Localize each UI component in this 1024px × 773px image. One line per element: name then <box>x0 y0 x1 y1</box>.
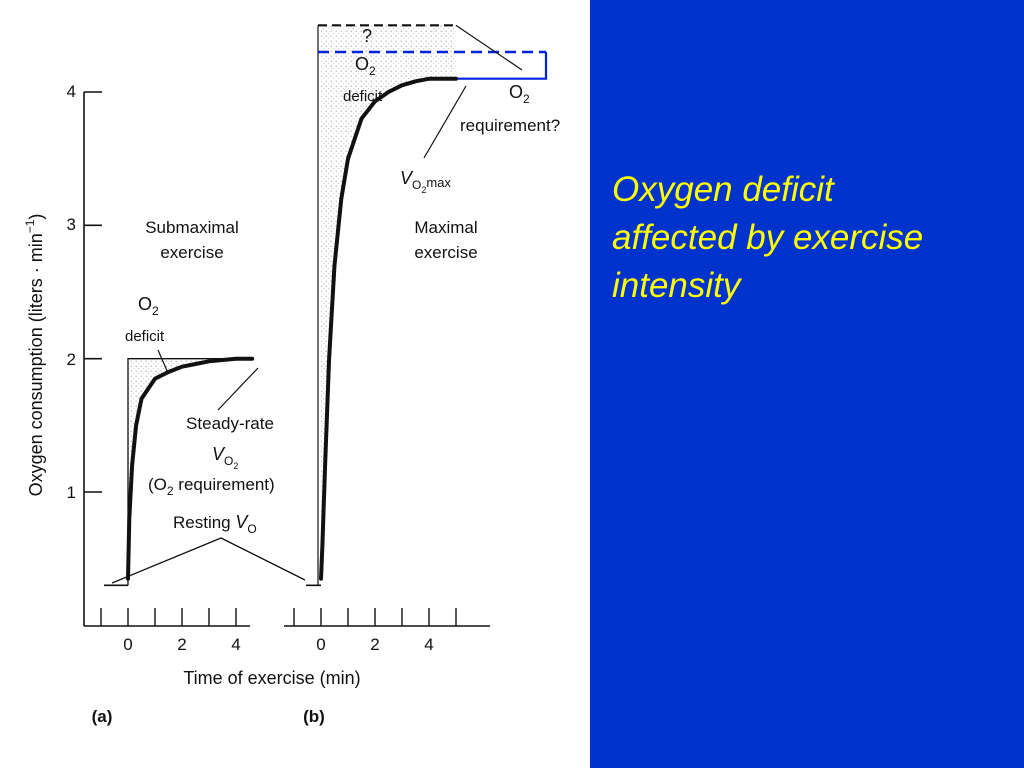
panel-b-vo2max-leader <box>423 85 467 159</box>
panel-a-uptake-curve <box>126 356 255 581</box>
panel-b-vo2max-sub2: 2 <box>421 185 426 195</box>
panel-b-vo2max-suffix: max <box>426 175 451 190</box>
panel-a-deficit-o2: O2 <box>138 294 159 318</box>
panel-b-deficit-o: O <box>355 54 369 74</box>
side-panel: Oxygen deficit affected by exercise intens… <box>590 0 1024 768</box>
panel-b-deficit-word: deficit <box>343 88 383 105</box>
panel-a-deficit-leader <box>157 349 169 374</box>
panel-b-deficit-sub: 2 <box>369 64 376 78</box>
panel-a-resting-v: V <box>235 512 249 532</box>
panel-a-deficit-sub: 2 <box>152 304 159 318</box>
panel-b-blue-box <box>456 52 548 80</box>
y-axis-label-main: Oxygen consumption (liters · min <box>26 233 46 496</box>
panel-a-deficit-o: O <box>138 294 152 314</box>
figure-area: Oxygen consumption (liters · min−1) 1 2 … <box>23 24 561 726</box>
panel-b-question: ? <box>362 26 372 46</box>
side-caption-line2: affected by exercise <box>612 218 924 257</box>
panel-a-title-line1: Submaximal <box>145 218 239 237</box>
x-tick-label-a-4: 4 <box>231 635 240 654</box>
panel-b-uptake-curve <box>319 76 458 581</box>
x-tick-label-b-0: 0 <box>316 635 325 654</box>
side-caption-line1: Oxygen deficit <box>612 170 834 209</box>
panel-b-req-leader <box>455 24 523 71</box>
x-tick-label-a-0: 0 <box>123 635 132 654</box>
y-tick-label-2: 2 <box>67 350 76 369</box>
panel-a-steady-line2: VO2 <box>212 444 238 471</box>
x-axis-label: Time of exercise (min) <box>183 668 360 688</box>
panel-a-steady-v-sub: O <box>224 454 233 468</box>
panel-b-vo2max: VO2max <box>400 168 451 195</box>
y-tick-label-1: 1 <box>67 483 76 502</box>
panel-a-deficit-word: deficit <box>125 328 165 345</box>
panel-b-title-line2: exercise <box>414 243 477 262</box>
panel-b-deficit-shading <box>321 25 456 579</box>
panel-b-deficit-o2: O2 <box>355 54 376 78</box>
panel-a-steady-l3-sub: 2 <box>167 484 174 498</box>
y-axis-label-sup: −1 <box>23 219 37 233</box>
panel-a-steady-leader <box>217 367 259 411</box>
panel-a-title-line2: exercise <box>160 243 223 262</box>
x-tick-label-b-4: 4 <box>424 635 433 654</box>
panel-a-steady-v-sub2: 2 <box>233 461 238 471</box>
panel-a-steady-v: V <box>212 444 226 464</box>
panel-b-vo2max-sub: O <box>412 178 421 192</box>
panel-b-req-o: O <box>509 82 523 102</box>
panel-a-resting-v-sub: O <box>247 522 256 536</box>
panel-label-a: (a) <box>92 707 113 726</box>
y-axis-label-close: ) <box>26 214 46 220</box>
y-tick-label-4: 4 <box>67 82 76 101</box>
panel-a-resting: Resting VO <box>173 512 257 536</box>
panel-a-resting-leader <box>111 537 306 584</box>
panel-label-b: (b) <box>303 707 325 726</box>
x-tick-label-a-2: 2 <box>177 635 186 654</box>
panel-b-title-line1: Maximal <box>414 218 477 237</box>
panel-b-req-word: requirement? <box>460 116 560 135</box>
x-tick-label-b-2: 2 <box>370 635 379 654</box>
panel-b-vo2max-v: V <box>400 168 414 188</box>
y-axis-label: Oxygen consumption (liters · min−1) <box>23 214 46 497</box>
panel-a-deficit-shading <box>128 358 253 579</box>
y-tick-label-3: 3 <box>67 215 76 234</box>
side-caption-line3: intensity <box>612 266 741 305</box>
panel-a-steady-l3-rest: requirement) <box>174 475 275 494</box>
side-caption: Oxygen deficit affected by exercise intens… <box>612 166 1012 310</box>
panel-a-resting-word: Resting <box>173 513 235 532</box>
panel-b-req-sub: 2 <box>523 92 530 106</box>
panel-a-steady-line1: Steady-rate <box>186 414 274 433</box>
panel-a-steady-l3-open: (O <box>148 475 167 494</box>
panel-b-req-o2: O2 <box>509 82 530 106</box>
oxygen-deficit-chart: Oxygen consumption (liters · min−1) 1 2 … <box>23 24 560 726</box>
panel-a-steady-line3: (O2 requirement) <box>148 475 275 498</box>
